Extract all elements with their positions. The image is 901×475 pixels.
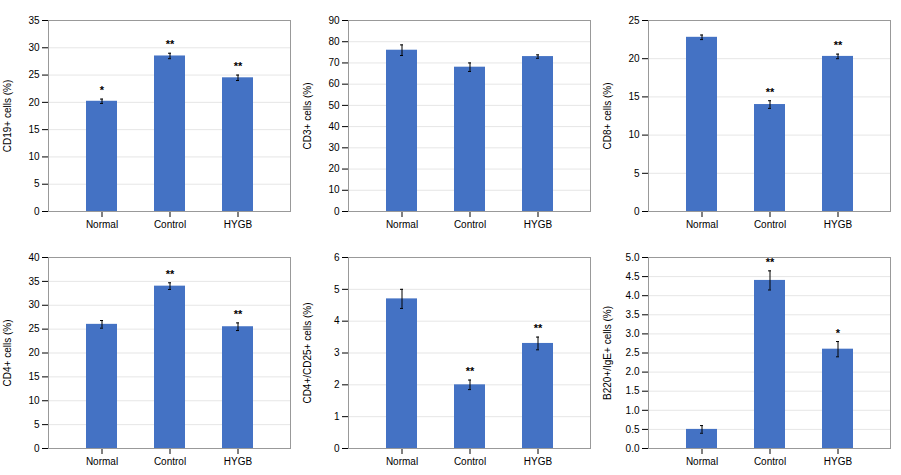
- svg-text:30: 30: [28, 299, 40, 310]
- svg-text:CD19+ cells (%): CD19+ cells (%): [2, 80, 13, 153]
- svg-text:0: 0: [34, 206, 40, 217]
- svg-text:2.5: 2.5: [626, 347, 640, 358]
- svg-text:35: 35: [28, 15, 40, 26]
- svg-text:0: 0: [34, 443, 40, 454]
- svg-text:CD8+ cells (%): CD8+ cells (%): [602, 83, 613, 150]
- svg-text:*: *: [100, 84, 105, 96]
- svg-text:20: 20: [28, 347, 40, 358]
- svg-text:Control: Control: [154, 219, 186, 230]
- svg-text:Control: Control: [454, 456, 486, 467]
- svg-text:HYGB: HYGB: [824, 219, 853, 230]
- svg-text:30: 30: [328, 142, 340, 153]
- svg-text:HYGB: HYGB: [224, 456, 253, 467]
- svg-text:HYGB: HYGB: [824, 456, 853, 467]
- svg-text:4: 4: [334, 315, 340, 326]
- svg-text:**: **: [766, 86, 775, 98]
- svg-text:70: 70: [328, 57, 340, 68]
- svg-text:**: **: [534, 322, 543, 334]
- svg-text:*: *: [836, 327, 841, 339]
- svg-text:5: 5: [334, 284, 340, 295]
- svg-text:25: 25: [628, 15, 640, 26]
- svg-text:0: 0: [634, 206, 640, 217]
- svg-text:**: **: [166, 38, 175, 50]
- svg-text:10: 10: [28, 395, 40, 406]
- svg-text:HYGB: HYGB: [524, 456, 553, 467]
- svg-text:Normal: Normal: [686, 456, 718, 467]
- svg-text:40: 40: [28, 252, 40, 263]
- svg-text:**: **: [234, 308, 243, 320]
- svg-text:25: 25: [28, 69, 40, 80]
- svg-text:**: **: [466, 365, 475, 377]
- svg-text:**: **: [834, 39, 843, 51]
- svg-text:**: **: [234, 60, 243, 72]
- svg-text:HYGB: HYGB: [224, 219, 253, 230]
- svg-text:10: 10: [628, 129, 640, 140]
- svg-text:5: 5: [34, 419, 40, 430]
- svg-text:Control: Control: [154, 456, 186, 467]
- svg-text:CD4+ cells (%): CD4+ cells (%): [2, 320, 13, 387]
- svg-text:Control: Control: [754, 219, 786, 230]
- svg-text:Normal: Normal: [386, 219, 418, 230]
- svg-text:**: **: [166, 268, 175, 280]
- svg-text:B220+/IgE+ cells (%): B220+/IgE+ cells (%): [602, 306, 613, 400]
- svg-text:15: 15: [28, 371, 40, 382]
- svg-text:HYGB: HYGB: [524, 219, 553, 230]
- svg-text:0: 0: [334, 206, 340, 217]
- svg-text:30: 30: [28, 42, 40, 53]
- svg-text:4.0: 4.0: [626, 290, 640, 301]
- svg-text:1.5: 1.5: [626, 385, 640, 396]
- svg-text:50: 50: [328, 100, 340, 111]
- svg-text:3.0: 3.0: [626, 328, 640, 339]
- svg-text:15: 15: [28, 124, 40, 135]
- svg-text:2.0: 2.0: [626, 366, 640, 377]
- svg-text:4.5: 4.5: [626, 271, 640, 282]
- svg-text:15: 15: [628, 91, 640, 102]
- svg-text:0.0: 0.0: [626, 443, 640, 454]
- svg-text:20: 20: [628, 53, 640, 64]
- svg-text:10: 10: [28, 151, 40, 162]
- svg-text:3: 3: [334, 347, 340, 358]
- svg-text:CD4+/CD25+ cells (%): CD4+/CD25+ cells (%): [302, 302, 313, 403]
- svg-text:1: 1: [334, 411, 340, 422]
- svg-text:Control: Control: [454, 219, 486, 230]
- svg-text:Normal: Normal: [686, 219, 718, 230]
- svg-text:20: 20: [328, 163, 340, 174]
- svg-text:35: 35: [28, 276, 40, 287]
- svg-text:3.5: 3.5: [626, 309, 640, 320]
- svg-text:5.0: 5.0: [626, 252, 640, 263]
- svg-text:Normal: Normal: [86, 456, 118, 467]
- svg-text:5: 5: [34, 178, 40, 189]
- svg-text:6: 6: [334, 252, 340, 263]
- svg-text:0.5: 0.5: [626, 424, 640, 435]
- svg-text:Normal: Normal: [386, 456, 418, 467]
- svg-text:Normal: Normal: [86, 219, 118, 230]
- svg-text:0: 0: [334, 443, 340, 454]
- svg-text:CD3+ cells (%): CD3+ cells (%): [302, 83, 313, 150]
- svg-text:10: 10: [328, 184, 340, 195]
- svg-text:60: 60: [328, 78, 340, 89]
- svg-text:25: 25: [28, 323, 40, 334]
- svg-text:40: 40: [328, 121, 340, 132]
- svg-text:80: 80: [328, 36, 340, 47]
- svg-text:Control: Control: [754, 456, 786, 467]
- svg-text:20: 20: [28, 97, 40, 108]
- svg-text:2: 2: [334, 379, 340, 390]
- svg-text:90: 90: [328, 15, 340, 26]
- svg-text:5: 5: [634, 168, 640, 179]
- svg-text:1.0: 1.0: [626, 405, 640, 416]
